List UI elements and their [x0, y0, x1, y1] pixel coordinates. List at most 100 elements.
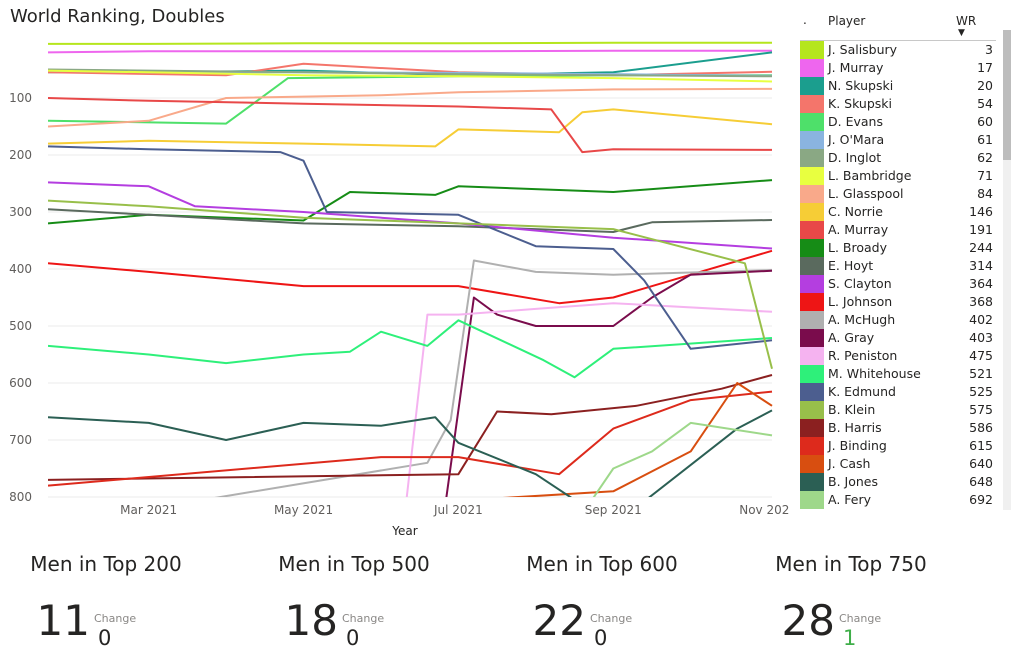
legend-swatch: [800, 383, 824, 401]
series-line-j-salisbury[interactable]: [48, 41, 772, 45]
sort-descending-icon[interactable]: ▼: [958, 28, 965, 38]
y-tick-label: 200: [9, 148, 32, 162]
legend-row[interactable]: A. Fery 692: [800, 491, 996, 509]
series-line-j-binding[interactable]: [48, 390, 773, 487]
series-line-b-jones[interactable]: [48, 409, 773, 525]
y-tick-label: 400: [9, 262, 32, 276]
y-tick-label: 300: [9, 205, 32, 219]
series-line-e-hoyt[interactable]: [48, 208, 773, 233]
legend-player-name: J. O'Mara: [828, 132, 885, 147]
legend-swatch: [800, 347, 824, 365]
legend-row[interactable]: A. McHugh 402: [800, 311, 996, 329]
series-line-j-cash[interactable]: [48, 382, 773, 526]
legend-player-name: E. Hoyt: [828, 258, 874, 273]
legend-scrollbar-thumb[interactable]: [1003, 30, 1011, 160]
chart-title: World Ranking, Doubles: [10, 6, 225, 27]
series-line-l-johnson[interactable]: [48, 249, 773, 305]
legend-header-wr[interactable]: WR: [956, 14, 977, 28]
legend-row[interactable]: K. Skupski 54: [800, 95, 996, 113]
legend-scrollbar[interactable]: [1003, 30, 1011, 510]
legend-row[interactable]: K. Edmund 525: [800, 383, 996, 401]
legend-row[interactable]: J. Salisbury 3: [800, 41, 996, 59]
legend-player-name: L. Johnson: [828, 294, 893, 309]
legend-row[interactable]: M. Whitehouse 521: [800, 365, 996, 383]
series-line-a-murray[interactable]: [48, 97, 773, 154]
kpi-title: Men in Top 500: [278, 552, 430, 576]
legend-player-name: J. Salisbury: [828, 42, 898, 57]
series-line-k-edmund[interactable]: [48, 145, 773, 350]
y-tick-label: 100: [9, 91, 32, 105]
legend-swatch: [800, 131, 824, 149]
kpi-change-value: 0: [98, 626, 112, 650]
legend-row[interactable]: L. Glasspool 84: [800, 185, 996, 203]
legend-row[interactable]: N. Skupski 20: [800, 77, 996, 95]
series-line-l-glasspool[interactable]: [48, 87, 773, 128]
legend-row[interactable]: J. O'Mara 61: [800, 131, 996, 149]
legend-row[interactable]: A. Murray 191: [800, 221, 996, 239]
series-line-d-inglot[interactable]: [48, 68, 773, 78]
legend-player-rank: 368: [969, 294, 993, 309]
legend-row[interactable]: C. Norrie 146: [800, 203, 996, 221]
x-tick-label: Nov 2021: [739, 503, 790, 517]
legend-row[interactable]: S. Clayton 364: [800, 275, 996, 293]
kpi-title: Men in Top 200: [30, 552, 182, 576]
legend-swatch: [800, 401, 824, 419]
legend-player-name: J. Murray: [828, 60, 884, 75]
kpi-card-top-600: Men in Top 600 22 Change 0: [482, 552, 722, 662]
legend-row[interactable]: J. Binding 615: [800, 437, 996, 455]
series-line-s-clayton[interactable]: [48, 181, 773, 250]
legend-row[interactable]: E. Hoyt 314: [800, 257, 996, 275]
series-line-r-peniston[interactable]: [48, 302, 773, 525]
legend-player-name: B. Klein: [828, 402, 876, 417]
legend-row[interactable]: L. Johnson 368: [800, 293, 996, 311]
legend-row[interactable]: J. Murray 17: [800, 59, 996, 77]
legend-row[interactable]: R. Peniston 475: [800, 347, 996, 365]
legend-row[interactable]: J. Cash 640: [800, 455, 996, 473]
x-tick-label: Jul 2021: [433, 503, 483, 517]
series-line-d-evans[interactable]: [48, 74, 772, 125]
series-line-c-norrie[interactable]: [48, 108, 773, 148]
series-line-a-gray[interactable]: [48, 269, 773, 526]
legend-player-rank: 191: [969, 222, 993, 237]
series-line-b-klein[interactable]: [48, 199, 773, 370]
legend-player-name: R. Peniston: [828, 348, 898, 363]
legend-row[interactable]: D. Evans 60: [800, 113, 996, 131]
legend-player-name: A. Fery: [828, 492, 872, 507]
legend-player-name: B. Jones: [828, 474, 878, 489]
legend-row[interactable]: A. Gray 403: [800, 329, 996, 347]
legend-player-rank: 84: [977, 186, 993, 201]
legend-row[interactable]: D. Inglot 62: [800, 149, 996, 167]
legend-swatch: [800, 185, 824, 203]
series-line-m-whitehouse[interactable]: [48, 319, 773, 379]
series-line-a-mchugh[interactable]: [48, 259, 773, 526]
x-axis-ticks: Mar 2021 May 2021 Jul 2021 Sep 2021 Nov 2021: [120, 503, 790, 517]
legend-player-name: C. Norrie: [828, 204, 883, 219]
legend-header-player[interactable]: Player: [828, 14, 866, 28]
y-tick-label: 800: [9, 490, 32, 504]
legend-table[interactable]: . Player WR ▼ J. Salisbury 3 J. Murray 17 N.…: [800, 10, 1014, 510]
legend-row[interactable]: B. Klein 575: [800, 401, 996, 419]
legend-swatch: [800, 149, 824, 167]
kpi-title: Men in Top 750: [775, 552, 927, 576]
y-tick-label: 700: [9, 433, 32, 447]
series-line-j-murray[interactable]: [48, 49, 772, 54]
kpi-change-label: Change: [590, 612, 633, 625]
kpi-change-value: 1: [843, 626, 857, 650]
kpi-value: 18: [284, 596, 338, 645]
legend-swatch: [800, 95, 824, 113]
x-axis-label: Year: [391, 524, 417, 538]
series-line-b-harris[interactable]: [48, 374, 773, 481]
legend-player-rank: 61: [977, 132, 993, 147]
legend-row[interactable]: B. Jones 648: [800, 473, 996, 491]
legend-player-rank: 54: [977, 96, 993, 111]
series-line-l-bambridge[interactable]: [48, 69, 773, 83]
y-tick-label: 500: [9, 319, 32, 333]
series-line-l-broady[interactable]: [48, 179, 773, 225]
legend-row[interactable]: B. Harris 586: [800, 419, 996, 437]
legend-player-rank: 586: [969, 420, 993, 435]
legend-swatch: [800, 455, 824, 473]
legend-row[interactable]: L. Bambridge 71: [800, 167, 996, 185]
series-line-a-fery[interactable]: [48, 421, 773, 526]
legend-row[interactable]: L. Broady 244: [800, 239, 996, 257]
legend-swatch: [800, 491, 824, 509]
